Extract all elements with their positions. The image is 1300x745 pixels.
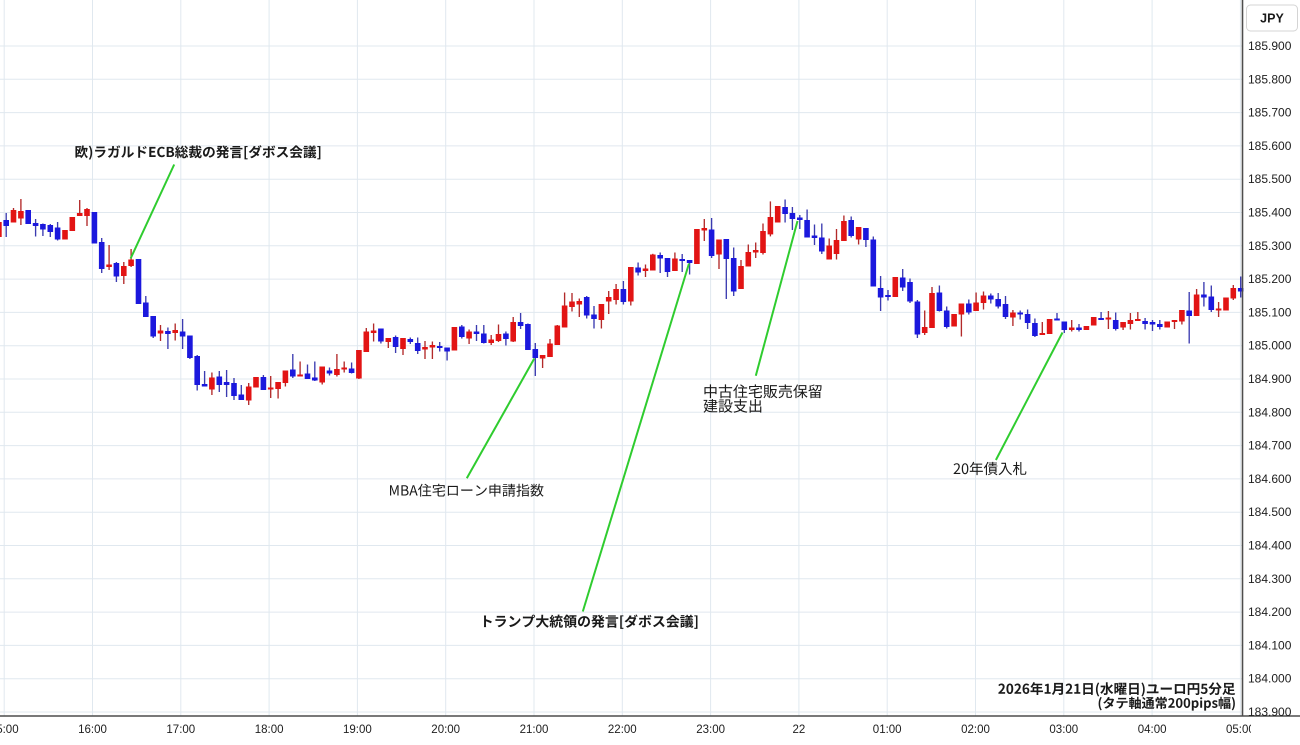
svg-text:04:00: 04:00 bbox=[1138, 724, 1167, 736]
svg-text:16:00: 16:00 bbox=[78, 724, 107, 736]
svg-text:19:00: 19:00 bbox=[343, 724, 372, 736]
svg-text:184.500: 184.500 bbox=[1248, 505, 1292, 519]
svg-text:22: 22 bbox=[793, 724, 806, 736]
svg-text:185.200: 185.200 bbox=[1248, 272, 1292, 286]
svg-text:183.900: 183.900 bbox=[1248, 705, 1292, 719]
svg-text:184.600: 184.600 bbox=[1248, 472, 1292, 486]
svg-text:184.100: 184.100 bbox=[1248, 638, 1292, 652]
svg-text:23:00: 23:00 bbox=[696, 724, 725, 736]
svg-text:05:00: 05:00 bbox=[1226, 724, 1255, 736]
svg-text:185.500: 185.500 bbox=[1248, 172, 1292, 186]
svg-text:185.100: 185.100 bbox=[1248, 305, 1292, 319]
svg-text:21:00: 21:00 bbox=[520, 724, 549, 736]
svg-text:185.000: 185.000 bbox=[1248, 339, 1292, 353]
svg-text:184.200: 184.200 bbox=[1248, 605, 1292, 619]
svg-text:184.700: 184.700 bbox=[1248, 439, 1292, 453]
svg-text:02:00: 02:00 bbox=[961, 724, 990, 736]
svg-text:185.700: 185.700 bbox=[1248, 106, 1292, 120]
svg-text:JPY: JPY bbox=[1260, 12, 1284, 26]
svg-text:03:00: 03:00 bbox=[1049, 724, 1078, 736]
svg-text:184.000: 184.000 bbox=[1248, 672, 1292, 686]
svg-text:17:00: 17:00 bbox=[166, 724, 195, 736]
svg-text:185.600: 185.600 bbox=[1248, 139, 1292, 153]
svg-text:185.800: 185.800 bbox=[1248, 72, 1292, 86]
svg-text:22:00: 22:00 bbox=[608, 724, 637, 736]
svg-text:01:00: 01:00 bbox=[873, 724, 902, 736]
svg-text:184.400: 184.400 bbox=[1248, 539, 1292, 553]
svg-text:15:00: 15:00 bbox=[0, 724, 19, 736]
svg-text:184.300: 184.300 bbox=[1248, 572, 1292, 586]
svg-text:185.900: 185.900 bbox=[1248, 39, 1292, 53]
svg-text:184.900: 184.900 bbox=[1248, 372, 1292, 386]
svg-text:184.800: 184.800 bbox=[1248, 405, 1292, 419]
svg-text:185.400: 185.400 bbox=[1248, 206, 1292, 220]
svg-text:18:00: 18:00 bbox=[255, 724, 284, 736]
svg-text:20:00: 20:00 bbox=[431, 724, 460, 736]
svg-text:185.300: 185.300 bbox=[1248, 239, 1292, 253]
